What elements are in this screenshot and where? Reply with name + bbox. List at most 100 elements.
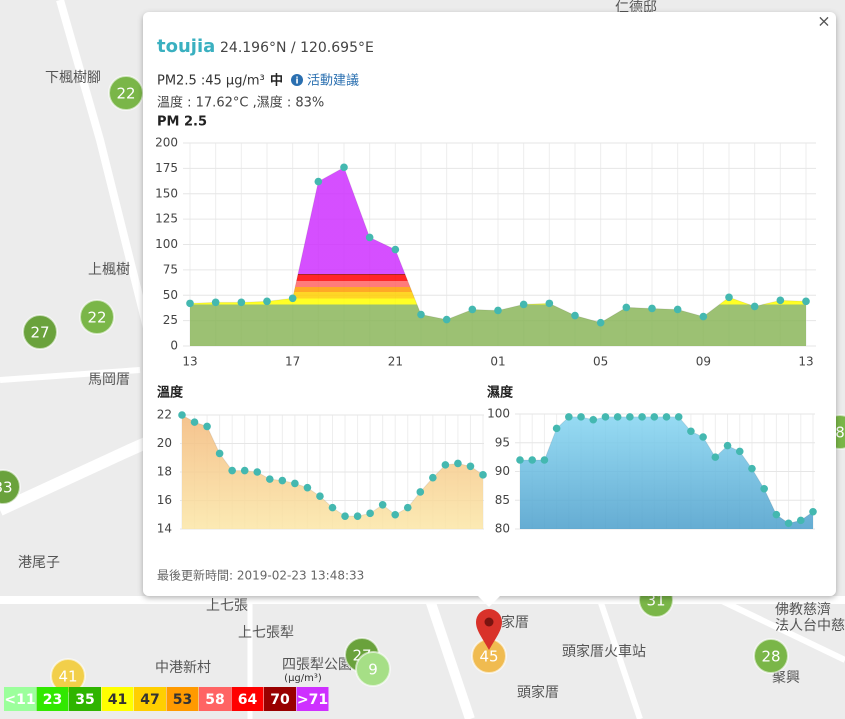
data-point (316, 492, 324, 501)
data-point (613, 413, 622, 421)
data-point (674, 413, 683, 421)
data-point (748, 464, 756, 473)
data-point (516, 456, 524, 464)
info-icon (291, 74, 303, 86)
aqi-marker-label: 45 (479, 648, 498, 666)
place-label: 四張犁公園 (282, 657, 352, 673)
legend-swatch (134, 687, 166, 711)
aqi-marker[interactable] (0, 469, 21, 505)
location-pin (476, 609, 502, 650)
y-tick-label: 16 (157, 493, 172, 507)
data-point (378, 500, 387, 509)
data-point (417, 310, 425, 319)
legend-label: >71 (297, 692, 328, 708)
popup-tip (478, 596, 500, 607)
data-point (391, 245, 400, 254)
aqi-marker-label: 22 (116, 85, 135, 103)
x-tick-label: 05 (593, 355, 608, 369)
x-tick-label: 01 (490, 355, 505, 369)
data-point (589, 415, 598, 424)
aqi-marker-label: 8 (835, 424, 845, 442)
data-point (341, 512, 349, 520)
legend: <11 23 35 41 47 53 58 64 70 >71 (μg/m³) (4, 673, 329, 711)
legend-swatch (36, 687, 69, 711)
data-point (577, 413, 585, 421)
y-tick-label: 100 (155, 237, 178, 251)
data-point (403, 503, 412, 512)
data-point (366, 509, 374, 518)
legend-swatch (264, 687, 296, 711)
data-point (240, 466, 249, 475)
data-point (626, 413, 634, 421)
pm-reading: PM2.5 :45 μg/m³ (157, 74, 265, 89)
place-label: 下楓樹腳 (45, 70, 101, 86)
data-point (784, 519, 793, 528)
data-point (545, 299, 554, 308)
data-point (638, 413, 646, 421)
aqi-marker[interactable] (22, 314, 58, 350)
y-tick-label: 50 (163, 288, 178, 302)
data-point (699, 312, 708, 321)
data-point (429, 473, 437, 482)
data-point (565, 413, 573, 421)
data-point (466, 462, 475, 471)
data-point (735, 447, 744, 456)
data-point (314, 177, 323, 186)
y-tick-label: 200 (155, 136, 178, 150)
data-point (265, 475, 274, 483)
x-tick-label: 17 (285, 355, 300, 369)
place-label: 頭家厝 (517, 684, 559, 701)
close-button[interactable]: × (817, 12, 830, 31)
aqi-marker[interactable] (79, 299, 115, 335)
y-tick-label: 85 (495, 493, 510, 507)
x-tick-label: 21 (388, 355, 403, 369)
aqi-marker-label: 41 (58, 668, 77, 686)
area (182, 415, 483, 529)
place-label: 頭家厝火車站 (562, 643, 646, 660)
data-point (699, 433, 707, 441)
data-point (687, 427, 695, 436)
data-point (186, 299, 194, 308)
place-label: 聚興 (772, 670, 800, 686)
x-tick-label: 09 (696, 355, 711, 369)
data-point (340, 163, 348, 172)
y-tick-label: 18 (157, 465, 172, 479)
place-label: 佛教慈濟 (775, 602, 831, 618)
data-point (441, 461, 450, 469)
aqi-marker[interactable] (355, 651, 391, 687)
info-i: i (295, 77, 298, 87)
legend-swatch (199, 687, 231, 711)
legend-swatch (166, 687, 199, 711)
data-point (725, 293, 733, 302)
data-point (519, 300, 528, 309)
x-tick-label: 13 (798, 355, 813, 369)
aqi-marker-label: 27 (30, 324, 49, 342)
data-point (494, 306, 502, 315)
place-label: 上七張犁 (238, 625, 294, 641)
aqi-marker-label: 28 (761, 648, 780, 666)
y-tick-label: 75 (163, 262, 178, 276)
data-point (468, 305, 477, 314)
y-tick-label: 175 (155, 161, 178, 175)
legend-label: 58 (205, 692, 224, 708)
advice-link[interactable]: 活動建議 (307, 74, 359, 89)
data-point (391, 510, 400, 519)
data-point (291, 479, 299, 488)
legend-swatch (296, 687, 329, 711)
data-point (760, 484, 768, 493)
place-label: 上七張 (206, 598, 248, 614)
y-tick-label: 95 (495, 435, 510, 449)
data-point (203, 422, 211, 431)
data-point (303, 483, 312, 492)
y-tick-label: 125 (155, 212, 178, 226)
data-point (601, 413, 610, 421)
data-point (365, 233, 374, 242)
y-tick-label: 20 (157, 436, 172, 450)
data-point (711, 453, 720, 461)
place-label: 中港新村 (155, 660, 211, 676)
aqi-marker[interactable] (753, 638, 789, 674)
data-point (178, 411, 186, 419)
data-point (278, 476, 287, 485)
data-point (328, 503, 337, 512)
aqi-marker-label: 33 (0, 479, 13, 497)
